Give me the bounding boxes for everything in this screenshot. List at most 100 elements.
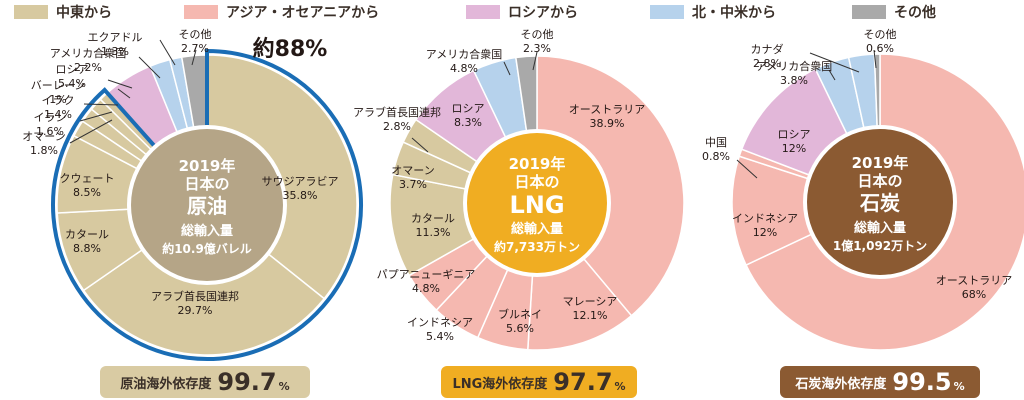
oil-leader-10 [159, 39, 176, 66]
oil-label-value: 29.7% [178, 304, 213, 317]
coal-center-disc [807, 129, 953, 275]
lng-dependence-unit: % [614, 379, 626, 393]
oil-label-name: その他 [179, 28, 212, 41]
lng-center-measure: 総輸入量 [511, 221, 563, 237]
lng-dependence-box: LNG海外依存度 97.7 % [441, 366, 637, 398]
oil-label-value: 5.4% [58, 77, 86, 90]
oil-label-10: エクアドル 1.3% [88, 31, 143, 58]
lng-leader-7 [411, 137, 429, 153]
oil-dependence-value: 99.7 [217, 368, 277, 396]
coal-label-value: 12% [753, 226, 777, 239]
oil-label-value: 2.7% [181, 42, 209, 55]
lng-label-name: オーストラリア [569, 103, 645, 116]
lng-label-name: カタール [411, 212, 455, 225]
coal-label-0: オーストラリア 68% [936, 274, 1012, 301]
legend-swatch [184, 5, 218, 19]
lng-label-name: インドネシア [407, 316, 473, 329]
lng-label-name: ブルネイ [498, 307, 542, 321]
legend-item-russia: ロシアから [466, 3, 578, 21]
oil-label-name: クウェート [60, 172, 115, 185]
coal-label-value: 0.6% [866, 42, 894, 55]
lng-label-value: 38.9% [590, 117, 625, 130]
lng-dependence-label: LNG海外依存度 [452, 376, 548, 392]
oil-label-name: イラン [34, 111, 67, 124]
lng-label-value: 12.1% [573, 309, 608, 322]
oil-label-9: アメリカ合衆国 2.2% [50, 46, 126, 74]
lng-label-name: オマーン [391, 164, 434, 177]
oil-label-name: バーレーン [31, 79, 85, 92]
coal-label-value: 0.8% [702, 150, 730, 163]
oil-label-name: エクアドル [88, 31, 143, 44]
oil-label-name: サウジアラビア [262, 175, 339, 188]
coal-label-value: 2.8% [753, 57, 781, 70]
coal-label-value: 68% [962, 288, 986, 301]
oil-middle-east-highlight [51, 48, 363, 361]
oil-label-value: 2.2% [74, 61, 102, 74]
oil-label-11: その他 2.7% [179, 28, 212, 55]
oil-leader-8 [107, 79, 133, 89]
oil-leader-5 [79, 111, 113, 122]
oil-label-6: イラク 1.4% [42, 94, 75, 121]
coal-dependence-box: 石炭海外依存度 99.5 % [780, 366, 980, 398]
lng-label-value: 5.6% [506, 322, 534, 335]
oil-label-value: 8.5% [73, 186, 101, 199]
oil-label-value: 1.4% [44, 108, 72, 121]
lng-label-value: 3.7% [399, 178, 427, 191]
lng-label-3: インドネシア 5.4% [407, 316, 473, 343]
lng-center-disc [467, 133, 607, 273]
lng-center-subject: 日本の [514, 173, 559, 191]
lng-label-6: オマーン 3.7% [391, 164, 434, 191]
lng-label-name: その他 [521, 28, 554, 41]
coal-label-1: インドネシア 12% [732, 212, 798, 239]
oil-highlight-label: 約88% [253, 36, 328, 62]
coal-center-measure: 総輸入量 [854, 220, 906, 236]
legend-label: 中東から [56, 5, 112, 21]
coal-leader-2 [736, 159, 758, 179]
oil-leader-4 [69, 119, 113, 144]
oil-label-name: オマーン [22, 130, 65, 143]
oil-label-value: 35.8% [283, 189, 318, 202]
legend-swatch [852, 5, 886, 19]
legend-swatch [14, 5, 48, 19]
coal-dependence-value: 99.5 [892, 368, 952, 396]
coal-center-amount: 1億1,092万トン [833, 238, 927, 253]
oil-label-value: 8.8% [73, 242, 101, 255]
lng-center-amount: 約7,733万トン [494, 239, 580, 254]
coal-label-value: 3.8% [780, 74, 808, 87]
legend-item-americas: 北・中米から [650, 3, 776, 21]
oil-label-5: イラン 1.6% [34, 111, 67, 138]
oil-label-4: オマーン 1.8% [22, 130, 65, 157]
coal-label-name: アメリカ合衆国 [756, 59, 832, 73]
lng-label-4: パプアニューギニア 4.8% [377, 268, 476, 295]
lng-label-name: アメリカ合衆国 [426, 47, 502, 61]
oil-label-name: アメリカ合衆国 [50, 46, 126, 60]
oil-label-name: ロシア [56, 63, 89, 76]
lng-dependence-value: 97.7 [553, 368, 613, 396]
lng-label-0: オーストラリア 38.9% [569, 103, 645, 130]
coal-center-name: 石炭 [859, 191, 900, 215]
coal-label-3: ロシア 12% [778, 128, 811, 155]
oil-label-name: カタール [65, 228, 109, 241]
lng-label-value: 2.8% [383, 120, 411, 133]
coal-label-name: ロシア [778, 128, 811, 141]
oil-label-value: 1.8% [30, 144, 58, 157]
oil-label-value: 1.6% [36, 125, 64, 138]
lng-label-value: 5.4% [426, 330, 454, 343]
oil-label-value: 1% [49, 93, 66, 106]
legend: 中東から アジア・オセアニアから ロシアから 北・中米から その他 [0, 0, 1024, 24]
oil-label-value: 1.3% [101, 45, 129, 58]
lng-label-10: その他 2.3% [521, 28, 554, 55]
coal-leader-6 [873, 49, 877, 69]
lng-slice-0 [536, 55, 685, 317]
oil-center-disc [131, 129, 283, 281]
coal-label-name: インドネシア [732, 212, 798, 225]
coal-label-name: オーストラリア [936, 274, 1012, 287]
oil-dependence-label: 原油海外依存度 [120, 376, 212, 392]
oil-label-0: サウジアラビア 35.8% [262, 175, 339, 202]
legend-swatch [466, 5, 500, 19]
lng-label-5: カタール 11.3% [411, 212, 455, 239]
lng-label-1: マレーシア 12.1% [563, 295, 618, 322]
lng-label-name: パプアニューギニア [377, 268, 476, 281]
coal-label-name: カナダ [751, 42, 784, 56]
legend-item-other: その他 [852, 3, 936, 21]
